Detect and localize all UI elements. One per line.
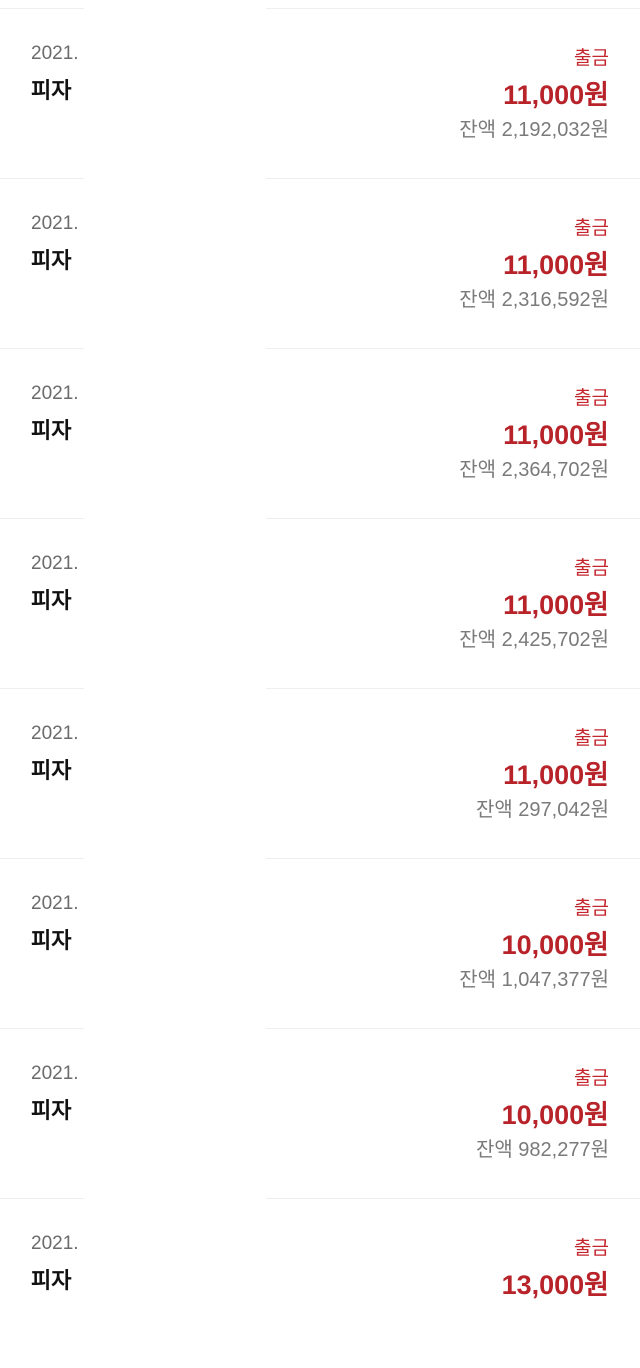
- transaction-name: 피자: [31, 1269, 72, 1294]
- transaction-name: 피자: [31, 419, 72, 444]
- transaction-name: 피자: [31, 1099, 72, 1124]
- transaction-type: 출금: [574, 897, 609, 919]
- transaction-balance: 잔액 1,047,377원: [459, 969, 609, 991]
- transaction-amount: 10,000원: [501, 1100, 609, 1130]
- transaction-type: 출금: [574, 387, 609, 409]
- transaction-date: 2021.: [31, 1063, 79, 1084]
- transaction-type: 출금: [574, 47, 609, 69]
- transaction-balance: 잔액 2,425,702원: [459, 629, 609, 651]
- transaction-amount: 11,000원: [503, 80, 609, 110]
- transaction-list: 2021. 피자 출금 11,000원 잔액 2,192,032원 2021. 피자 출금 11…: [0, 8, 640, 1368]
- transaction-balance: 잔액 2,364,702원: [459, 459, 609, 481]
- transaction-name: 피자: [31, 249, 72, 274]
- transaction-type: 출금: [574, 557, 609, 579]
- transaction-type: 출금: [574, 217, 609, 239]
- transaction-name: 피자: [31, 759, 72, 784]
- transaction-balance: 잔액 2,192,032원: [459, 119, 609, 141]
- transaction-date: 2021.: [31, 893, 79, 914]
- transaction-balance: 잔액 982,277원: [475, 1139, 609, 1161]
- transaction-amount: 10,000원: [501, 930, 609, 960]
- transaction-amount: 11,000원: [503, 590, 609, 620]
- transaction-date: 2021.: [31, 723, 79, 744]
- transaction-name: 피자: [31, 79, 72, 104]
- transaction-date: 2021.: [31, 43, 79, 64]
- transaction-date: 2021.: [31, 1233, 79, 1254]
- transaction-amount: 13,000원: [501, 1270, 609, 1300]
- redaction-block: [84, 0, 266, 1280]
- transaction-date: 2021.: [31, 553, 79, 574]
- transaction-type: 출금: [574, 727, 609, 749]
- transaction-type: 출금: [574, 1067, 609, 1089]
- transaction-type: 출금: [574, 1237, 609, 1259]
- transaction-balance: 잔액 2,316,592원: [459, 289, 609, 311]
- transaction-balance: 잔액 297,042원: [475, 799, 609, 821]
- transaction-date: 2021.: [31, 213, 79, 234]
- transaction-name: 피자: [31, 929, 72, 954]
- transaction-name: 피자: [31, 589, 72, 614]
- transaction-date: 2021.: [31, 383, 79, 404]
- transaction-amount: 11,000원: [503, 760, 609, 790]
- transaction-amount: 11,000원: [503, 420, 609, 450]
- transaction-amount: 11,000원: [503, 250, 609, 280]
